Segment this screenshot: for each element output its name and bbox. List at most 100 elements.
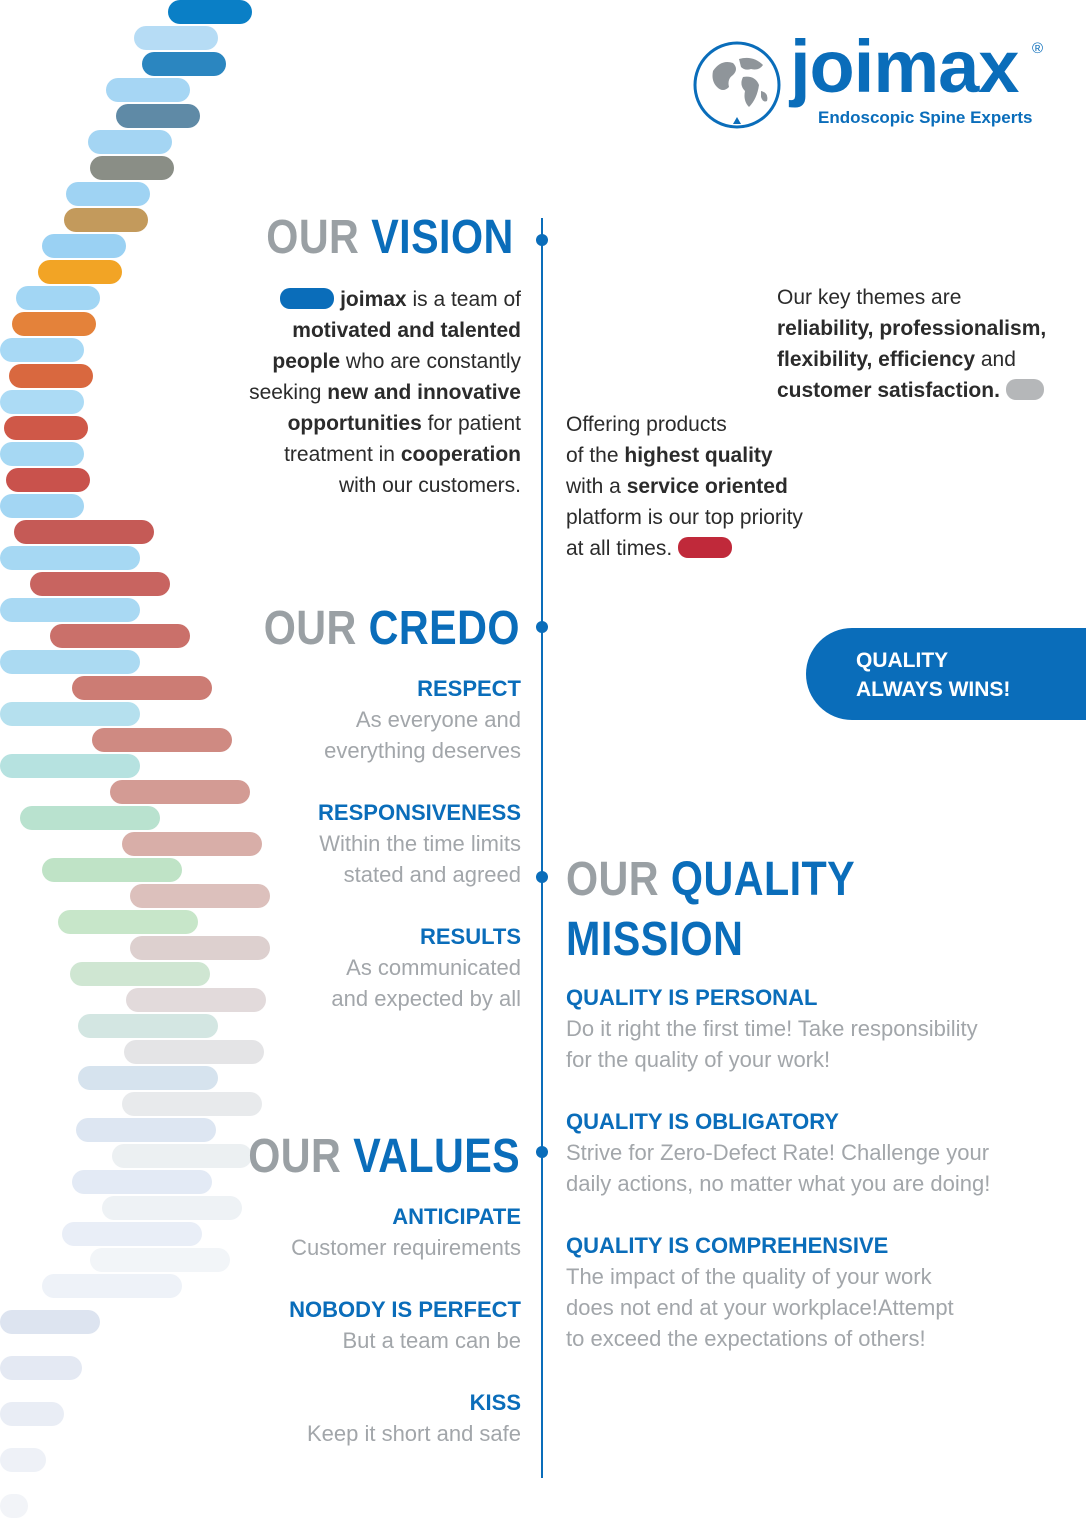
- item-description: Within the time limits: [319, 831, 521, 856]
- heading-mission: MISSION: [566, 913, 744, 966]
- text: is a team of: [406, 288, 521, 311]
- item-description: does not end at your workplace!Attempt: [566, 1295, 954, 1320]
- brand-wordmark: joimax: [790, 25, 1019, 108]
- text-line: opportunities for patient: [249, 408, 521, 439]
- key-themes-text: Our key themes are reliability, professio…: [777, 282, 1046, 406]
- dna-pill: [64, 208, 148, 232]
- dna-pill: [0, 338, 84, 362]
- dna-pill: [102, 1196, 242, 1220]
- item-description: to exceed the expectations of others!: [566, 1326, 926, 1351]
- bold-text: cooperation: [400, 443, 521, 466]
- vision-heading: OUR VISION: [267, 214, 514, 262]
- timeline-dot-values: [536, 1146, 548, 1158]
- text-line: seeking new and innovative: [249, 377, 521, 408]
- section-item: KISS Keep it short and safe: [289, 1388, 521, 1449]
- heading-credo: CREDO: [368, 602, 520, 655]
- dna-pill: [0, 494, 84, 518]
- dna-pill: [58, 910, 198, 934]
- item-description: everything deserves: [324, 738, 521, 763]
- dna-pill: [88, 130, 172, 154]
- item-description: and expected by all: [331, 986, 521, 1011]
- dna-pill: [0, 1310, 100, 1334]
- credo-heading: OUR CREDO: [264, 605, 520, 653]
- text-line: joimax is a team of: [249, 284, 521, 315]
- dna-pill: [0, 598, 140, 622]
- timeline-dot-credo: [536, 621, 548, 633]
- heading-values: VALUES: [353, 1130, 520, 1183]
- text-line: platform is our top priority: [566, 502, 803, 533]
- dna-pill: [62, 1222, 202, 1246]
- bold-text: joimax: [340, 288, 407, 311]
- brand-tagline: Endoscopic Spine Experts: [818, 108, 1033, 127]
- item-title: RESPONSIVENESS: [318, 800, 521, 825]
- text: who are constantly: [340, 350, 521, 373]
- item-title: ANTICIPATE: [392, 1204, 521, 1229]
- bold-text: new and innovative: [327, 381, 521, 404]
- badge-line-2: ALWAYS WINS!: [856, 678, 1011, 701]
- text: for patient: [421, 412, 521, 435]
- bold-text: service oriented: [626, 475, 788, 498]
- text: with our customers.: [338, 474, 521, 497]
- text: platform is our top priority: [566, 506, 803, 529]
- text-line: with our customers.: [249, 470, 521, 501]
- text: seeking: [249, 381, 328, 404]
- dna-pill: [142, 52, 226, 76]
- text-line: people who are constantly: [249, 346, 521, 377]
- accent-pill: [678, 537, 733, 558]
- quality-mission-list: QUALITY IS PERSONAL Do it right the first…: [566, 983, 990, 1386]
- dna-pill: [0, 546, 140, 570]
- text-line: Offering products: [566, 409, 803, 440]
- text-line: treatment in cooperation: [249, 439, 521, 470]
- item-title: QUALITY IS OBLIGATORY: [566, 1109, 839, 1134]
- heading-our: OUR: [263, 602, 357, 655]
- dna-pill: [168, 0, 252, 24]
- item-title: RESULTS: [419, 924, 521, 949]
- timeline-dot-vision: [536, 234, 548, 246]
- timeline-dot-quality-mission: [536, 871, 548, 883]
- item-description: daily actions, no matter what you are do…: [566, 1171, 991, 1196]
- dna-pill: [72, 676, 212, 700]
- text: Offering products: [566, 413, 727, 436]
- timeline-line: [541, 218, 543, 1478]
- section-item: RESULTS As communicated and expected by al…: [318, 922, 521, 1014]
- section-item: RESPECT As everyone and everything deserve…: [318, 674, 521, 766]
- accent-pill: [1005, 379, 1044, 400]
- dna-pill: [42, 234, 126, 258]
- dna-pill: [106, 78, 190, 102]
- heading-vision: VISION: [371, 211, 514, 264]
- vision-text: joimax is a team of motivated and talente…: [249, 284, 521, 501]
- dna-pill: [0, 1356, 82, 1380]
- text: with a: [566, 475, 627, 498]
- text-line: with a service oriented: [566, 471, 803, 502]
- item-description: Customer requirements: [291, 1235, 521, 1260]
- dna-pill: [0, 1494, 28, 1518]
- text-line: customer satisfaction.: [777, 375, 1046, 406]
- quality-mission-heading: OUR QUALITY MISSION: [566, 856, 855, 964]
- dna-pill: [78, 1014, 218, 1038]
- dna-pill: [0, 702, 140, 726]
- item-description: Do it right the first time! Take respons…: [566, 1016, 978, 1041]
- heading-our: OUR: [248, 1130, 342, 1183]
- text: Our key themes are: [777, 286, 962, 309]
- badge-line-1: QUALITY: [856, 649, 949, 672]
- credo-list: RESPECT As everyone and everything deserve…: [318, 674, 521, 1046]
- text-line: of the highest quality: [566, 440, 803, 471]
- dna-pill: [70, 962, 210, 986]
- dna-pill: [50, 624, 190, 648]
- dna-pill: [20, 806, 160, 830]
- dna-pill: [16, 286, 100, 310]
- item-description: Strive for Zero-Defect Rate! Challenge y…: [566, 1140, 990, 1165]
- dna-pill: [122, 1092, 262, 1116]
- bold-text: highest quality: [624, 444, 773, 467]
- dna-pill: [0, 754, 140, 778]
- bold-text: customer satisfaction.: [777, 379, 1000, 402]
- item-description: The impact of the quality of your work: [566, 1264, 932, 1289]
- dna-pill: [72, 1170, 212, 1194]
- values-heading: OUR VALUES: [248, 1133, 520, 1181]
- offering-text: Offering products of the highest quality w…: [566, 409, 803, 564]
- dna-pill: [126, 988, 266, 1012]
- section-item: QUALITY IS OBLIGATORY Strive for Zero-Def…: [566, 1107, 990, 1199]
- dna-pill: [0, 442, 84, 466]
- section-item: NOBODY IS PERFECT But a team can be: [289, 1295, 521, 1356]
- heading-quality: QUALITY: [670, 853, 856, 906]
